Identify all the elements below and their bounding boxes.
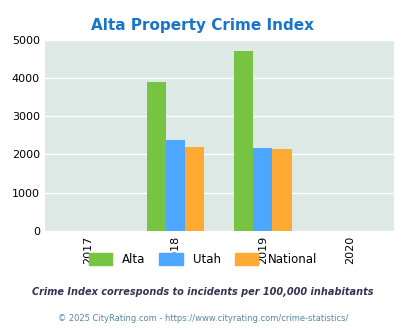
Text: Crime Index corresponds to incidents per 100,000 inhabitants: Crime Index corresponds to incidents per… xyxy=(32,287,373,297)
Bar xyxy=(234,51,253,231)
Bar xyxy=(272,149,291,231)
Text: Alta Property Crime Index: Alta Property Crime Index xyxy=(91,18,314,33)
Bar xyxy=(253,148,272,231)
Bar xyxy=(166,140,185,231)
Bar xyxy=(185,147,204,231)
Legend: Alta, Utah, National: Alta, Utah, National xyxy=(84,248,321,271)
Text: © 2025 CityRating.com - https://www.cityrating.com/crime-statistics/: © 2025 CityRating.com - https://www.city… xyxy=(58,314,347,323)
Bar xyxy=(147,82,166,231)
